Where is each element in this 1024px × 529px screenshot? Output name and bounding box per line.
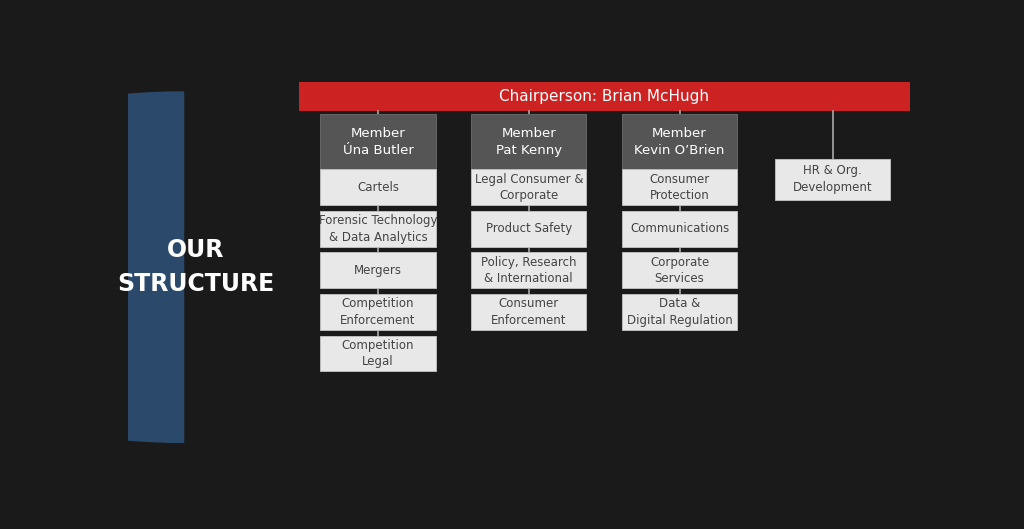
FancyBboxPatch shape — [775, 159, 890, 200]
Text: Consumer
Protection: Consumer Protection — [649, 172, 710, 202]
Text: HR & Org.
Development: HR & Org. Development — [793, 165, 872, 194]
Text: OUR
STRUCTURE: OUR STRUCTURE — [117, 239, 274, 296]
Text: Competition
Enforcement: Competition Enforcement — [340, 297, 416, 327]
FancyBboxPatch shape — [471, 252, 587, 288]
FancyBboxPatch shape — [471, 211, 587, 247]
Text: Product Safety: Product Safety — [485, 222, 571, 235]
Text: Legal Consumer &
Corporate: Legal Consumer & Corporate — [474, 172, 583, 202]
FancyBboxPatch shape — [622, 114, 737, 169]
Text: Corporate
Services: Corporate Services — [650, 256, 710, 285]
FancyBboxPatch shape — [321, 252, 435, 288]
FancyBboxPatch shape — [321, 211, 435, 247]
FancyBboxPatch shape — [299, 82, 909, 111]
FancyBboxPatch shape — [622, 294, 737, 330]
Text: Member
Úna Butler: Member Úna Butler — [343, 127, 414, 157]
Text: Member
Kevin O’Brien: Member Kevin O’Brien — [634, 127, 725, 157]
Text: Mergers: Mergers — [354, 264, 402, 277]
FancyBboxPatch shape — [321, 294, 435, 330]
FancyBboxPatch shape — [321, 335, 435, 371]
Text: Cartels: Cartels — [357, 181, 399, 194]
Polygon shape — [0, 92, 183, 442]
FancyBboxPatch shape — [622, 252, 737, 288]
FancyBboxPatch shape — [471, 114, 587, 169]
Text: Data &
Digital Regulation: Data & Digital Regulation — [627, 297, 732, 327]
FancyBboxPatch shape — [622, 211, 737, 247]
Text: Competition
Legal: Competition Legal — [342, 339, 415, 368]
Text: Member
Pat Kenny: Member Pat Kenny — [496, 127, 562, 157]
Text: Communications: Communications — [630, 222, 729, 235]
FancyBboxPatch shape — [622, 169, 737, 205]
FancyBboxPatch shape — [471, 294, 587, 330]
Text: Consumer
Enforcement: Consumer Enforcement — [492, 297, 566, 327]
Text: Chairperson: Brian McHugh: Chairperson: Brian McHugh — [499, 89, 710, 104]
Text: Forensic Technology
& Data Analytics: Forensic Technology & Data Analytics — [318, 214, 437, 244]
FancyBboxPatch shape — [321, 114, 435, 169]
FancyBboxPatch shape — [321, 169, 435, 205]
Text: Policy, Research
& International: Policy, Research & International — [481, 256, 577, 285]
FancyBboxPatch shape — [471, 169, 587, 205]
